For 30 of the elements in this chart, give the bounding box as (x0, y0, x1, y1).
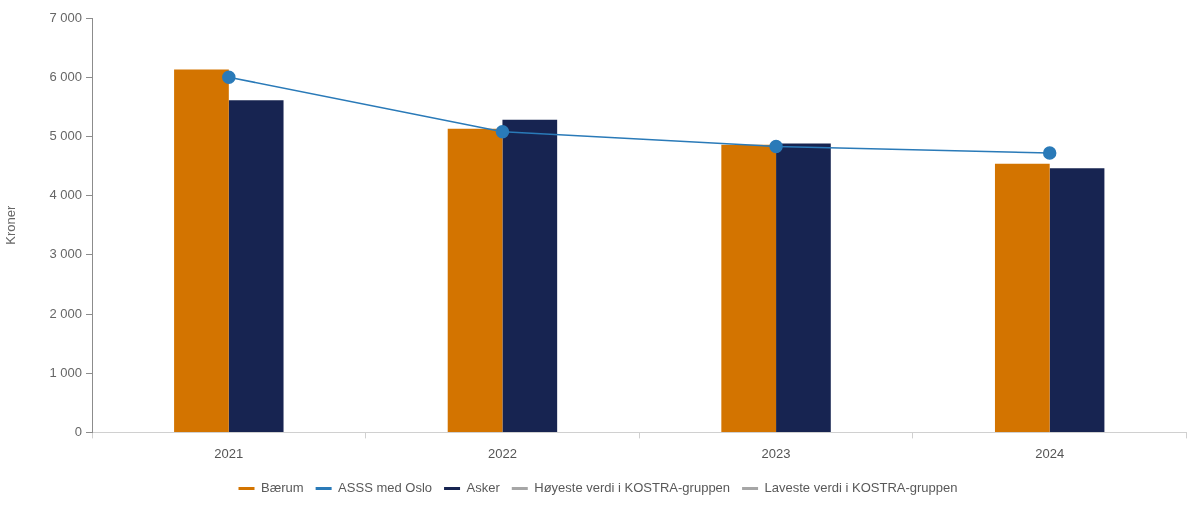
y-tick-label: 4 000 (49, 187, 82, 203)
y-tick-label: 5 000 (49, 127, 82, 143)
legend-label: Asker (466, 480, 501, 496)
point (1042, 146, 1057, 160)
legend-label: ASSS med Oslo (338, 480, 433, 496)
y-tick-label: 3 000 (49, 246, 82, 262)
y-tick-label: 2 000 (49, 305, 82, 321)
bar (447, 128, 503, 432)
x-tick-label: 2024 (1035, 445, 1065, 461)
x-tick-label: 2021 (214, 445, 244, 461)
point (495, 124, 510, 139)
bar (1049, 168, 1105, 432)
bar (721, 144, 777, 432)
bar (228, 100, 284, 432)
x-tick-label: 2022 (487, 445, 517, 461)
y-tick-label: 0 (74, 423, 82, 439)
point (769, 139, 783, 154)
bar (994, 163, 1050, 432)
legend-label: Høyeste verdi i KOSTRA-gruppen (534, 480, 731, 496)
legend-label: Bærum (261, 480, 304, 496)
point (222, 70, 236, 84)
x-tick-label: 2023 (761, 445, 791, 461)
y-tick-label: 7 000 (49, 9, 82, 25)
y-tick-label: 6 000 (49, 68, 82, 84)
y-tick-label: 1 000 (49, 364, 82, 380)
bar (776, 143, 831, 432)
legend-label: Laveste verdi i KOSTRA-gruppen (764, 480, 958, 496)
y-axis-title: Kroner (3, 205, 19, 245)
bar (502, 119, 558, 432)
bar (174, 69, 229, 432)
